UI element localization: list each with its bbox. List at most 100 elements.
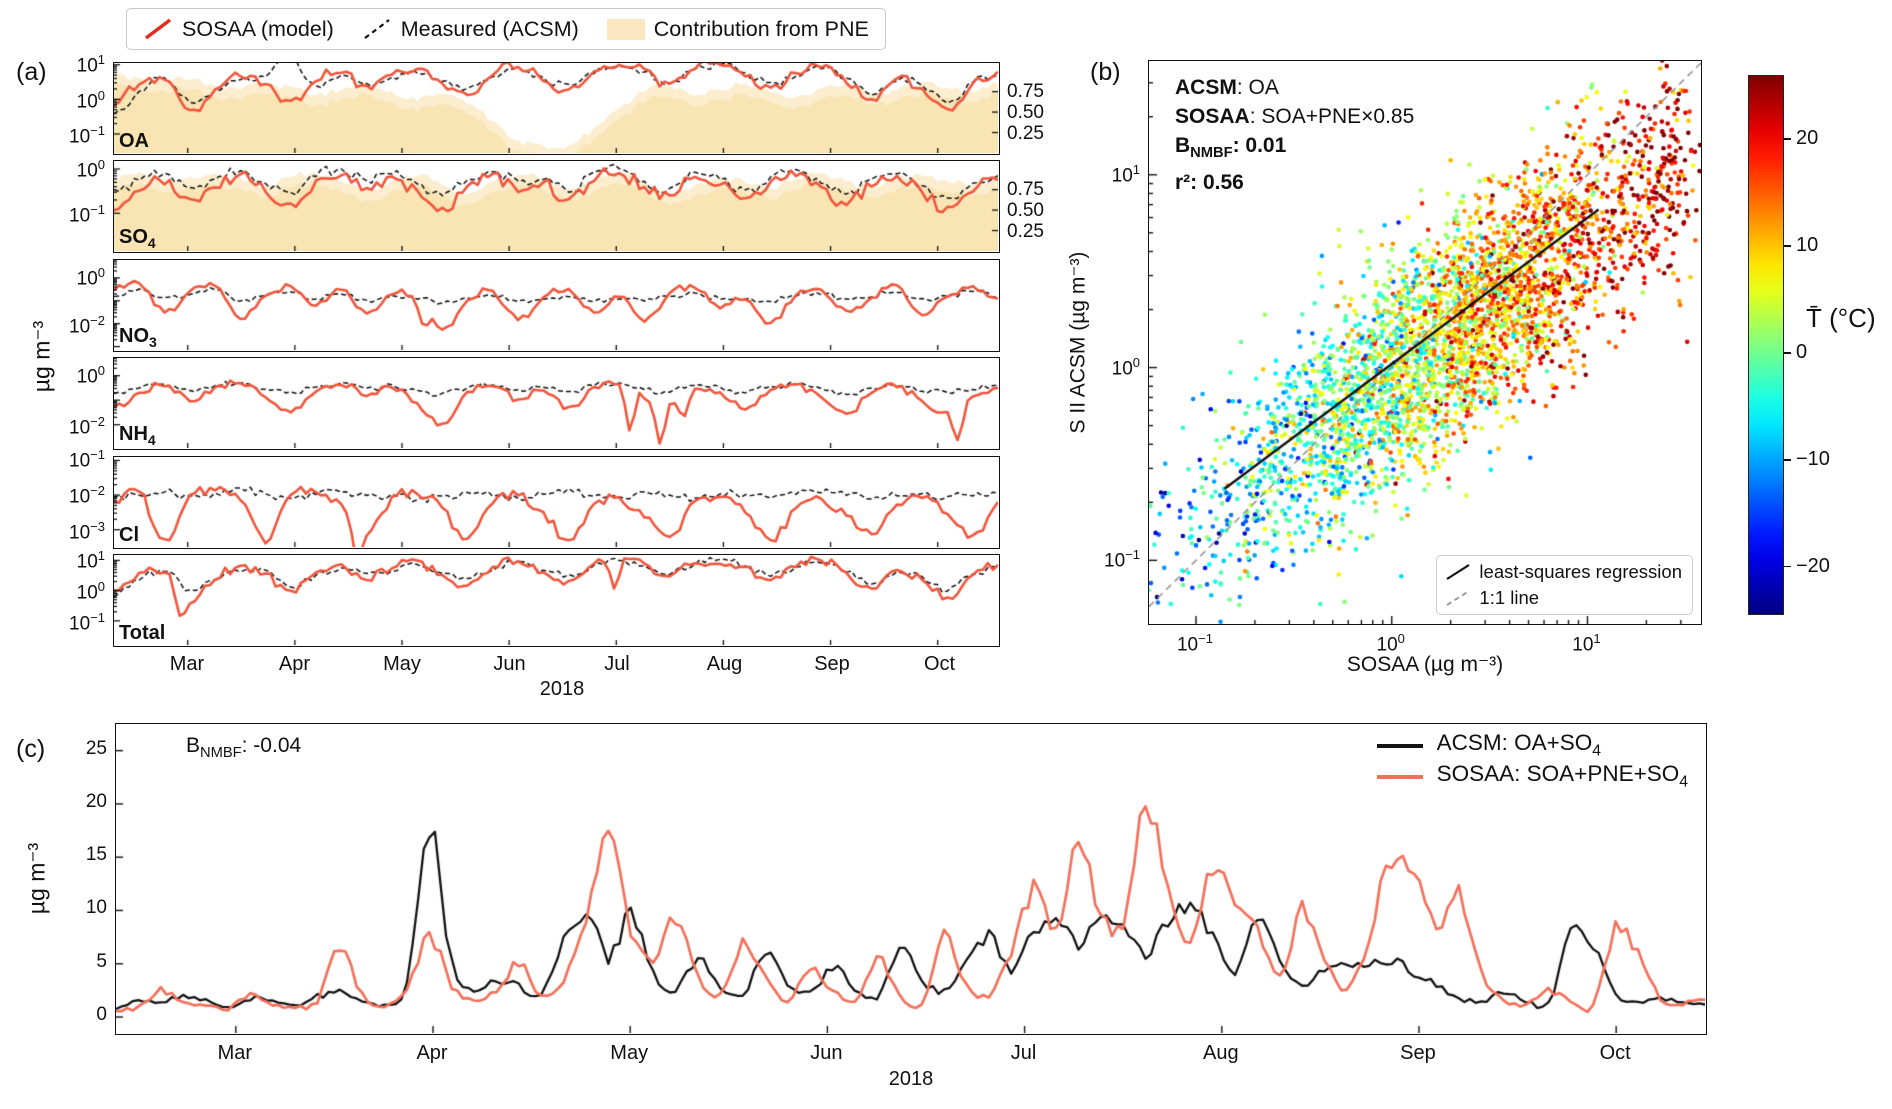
rich-text: OA: [119, 130, 149, 152]
right-tick-label-oa: 0.25: [1007, 122, 1044, 144]
panel-c-y-tick-label: 20: [85, 790, 107, 812]
rich-text: B: [186, 734, 201, 757]
tick-base: 10: [76, 550, 98, 572]
y-tick-label-oa: 10−1: [41, 123, 105, 148]
panel-c-y-axis-label: µg m⁻³: [23, 842, 50, 915]
panel-a-year-label: 2018: [539, 678, 585, 700]
tick-base: 10: [1104, 550, 1126, 572]
one-to-one-line-icon: [1446, 590, 1470, 606]
tick-exponent: 1: [97, 51, 105, 67]
rich-text: 4: [147, 432, 156, 449]
regression-line-icon: [1446, 564, 1471, 580]
annotation-line: ACSM: OA: [1175, 73, 1414, 102]
rich-text: ACSM: [1175, 76, 1237, 99]
legend-item-one-to-one: 1:1 line: [1445, 585, 1682, 611]
month-label-mar: Mar: [169, 653, 205, 675]
tick-exponent: 1: [1593, 631, 1601, 646]
y-tick-label-so4: 10−1: [41, 202, 105, 227]
panel-c-y-tick-label: 25: [85, 737, 107, 759]
sosaa-line-icon: [1376, 774, 1423, 779]
tick-exponent: −1: [90, 202, 105, 218]
tick-base: 10: [1111, 165, 1133, 187]
subplot-name-oa: OA: [119, 130, 149, 153]
right-tick-label-so4: 0.25: [1007, 221, 1044, 243]
subplot-canvas-no3: [114, 259, 998, 350]
right-tick-label-oa: 0.50: [1007, 101, 1044, 123]
subplot-canvas-oa: [114, 63, 998, 153]
subplot-name-no3: NO3: [119, 325, 157, 350]
panel-b-label: (b): [1090, 58, 1121, 86]
y-tick-label-oa: 100: [41, 88, 105, 113]
rich-text: NH: [119, 423, 148, 446]
rich-text: NMBF: [1190, 145, 1233, 162]
colorbar-tick-label: −20: [1796, 554, 1830, 577]
sosaa-line-icon: [144, 18, 172, 40]
panel-c-month-label-jun: Jun: [810, 1042, 843, 1064]
subplot-canvas-total: [114, 555, 998, 645]
legend-label-acsm: ACSM: OA+SO4: [1437, 730, 1601, 761]
colorbar-tick-label: 20: [1796, 127, 1819, 150]
tick-exponent: −2: [90, 312, 105, 328]
colorbar-tick: [1784, 352, 1791, 354]
panel-c-month-label-aug: Aug: [1202, 1042, 1239, 1064]
tick-base: 10: [69, 613, 91, 635]
panel-c-legend: ACSM: OA+SO4 SOSAA: SOA+PNE+SO4: [1376, 730, 1688, 792]
tick-base: 10: [76, 582, 98, 604]
rich-text: ACSM: OA+SO: [1436, 730, 1593, 756]
panel-c-label: (c): [16, 735, 46, 763]
rich-text: 3: [149, 333, 157, 350]
panel-b-y-axis-label: S II ACSM (µg m⁻³): [1066, 251, 1090, 434]
panel-c-month-label-oct: Oct: [1599, 1042, 1631, 1064]
colorbar-tick-label: −10: [1796, 447, 1830, 470]
y-tick-label-nh4: 10−2: [41, 414, 105, 439]
panel-c-month-label-sep: Sep: [1400, 1042, 1436, 1064]
panel-b-y-tick-label: 10−1: [1080, 547, 1140, 572]
month-label-may: May: [383, 653, 421, 675]
panel-c-month-label-mar: Mar: [217, 1042, 253, 1064]
rich-text: r²: 0.56: [1175, 171, 1244, 195]
legend-item-sosaa-model: SOSAA (model): [143, 16, 334, 42]
y-tick-label-oa: 101: [41, 52, 105, 77]
month-label-aug: Aug: [706, 653, 743, 675]
panel-b-x-axis-label: SOSAA (µg m⁻³): [1346, 653, 1504, 676]
legend-item-measured-acsm: Measured (ACSM): [362, 16, 579, 42]
rich-text: B: [1175, 134, 1191, 157]
legend-item-pne-contribution: Contribution from PNE: [606, 17, 869, 42]
subplot-no3: NO3: [113, 258, 1000, 352]
y-tick-label-no3: 10−2: [41, 313, 105, 338]
tick-base: 10: [1572, 634, 1594, 656]
tick-exponent: −3: [90, 518, 105, 534]
legend-item-acsm: ACSM: OA+SO4: [1376, 730, 1688, 761]
pne-fill-swatch-icon: [606, 18, 645, 40]
measured-dashed-line-icon: [364, 19, 390, 39]
colorbar-tick: [1784, 245, 1791, 247]
tick-base: 10: [69, 450, 91, 472]
rich-text: NMBF: [200, 745, 242, 762]
colorbar-tick-label: 0: [1796, 341, 1808, 364]
rich-text: : -0.04: [241, 734, 302, 757]
panel-c-month-label-apr: Apr: [416, 1042, 448, 1064]
subplot-name-so4: SO4: [119, 226, 156, 251]
rich-text: Cl: [119, 523, 139, 546]
tick-base: 10: [1176, 634, 1199, 656]
rich-text: Total: [119, 622, 166, 644]
subplot-canvas-nh4: [114, 358, 998, 449]
tick-exponent: −2: [90, 414, 105, 430]
panel-b-x-tick-label: 10−1: [1169, 631, 1221, 656]
panel-b-x-tick-label: 101: [1560, 631, 1612, 656]
tick-base: 10: [69, 486, 91, 508]
tick-exponent: 0: [97, 156, 105, 172]
legend-label-measured-acsm: Measured (ACSM): [400, 16, 579, 41]
tick-base: 10: [69, 315, 91, 337]
rich-text: SO: [119, 226, 148, 249]
y-tick-label-cl: 10−1: [41, 447, 105, 472]
right-tick-label-so4: 0.50: [1007, 200, 1044, 222]
tick-exponent: 1: [97, 547, 105, 563]
tick-base: 10: [1376, 634, 1398, 656]
temperature-colorbar: [1748, 75, 1784, 615]
month-label-sep: Sep: [814, 653, 850, 675]
colorbar-tick: [1784, 138, 1791, 140]
y-tick-label-total: 10−1: [41, 610, 105, 635]
panel-c-year-label: 2018: [888, 1068, 934, 1090]
subplot-canvas-cl: [114, 456, 998, 547]
